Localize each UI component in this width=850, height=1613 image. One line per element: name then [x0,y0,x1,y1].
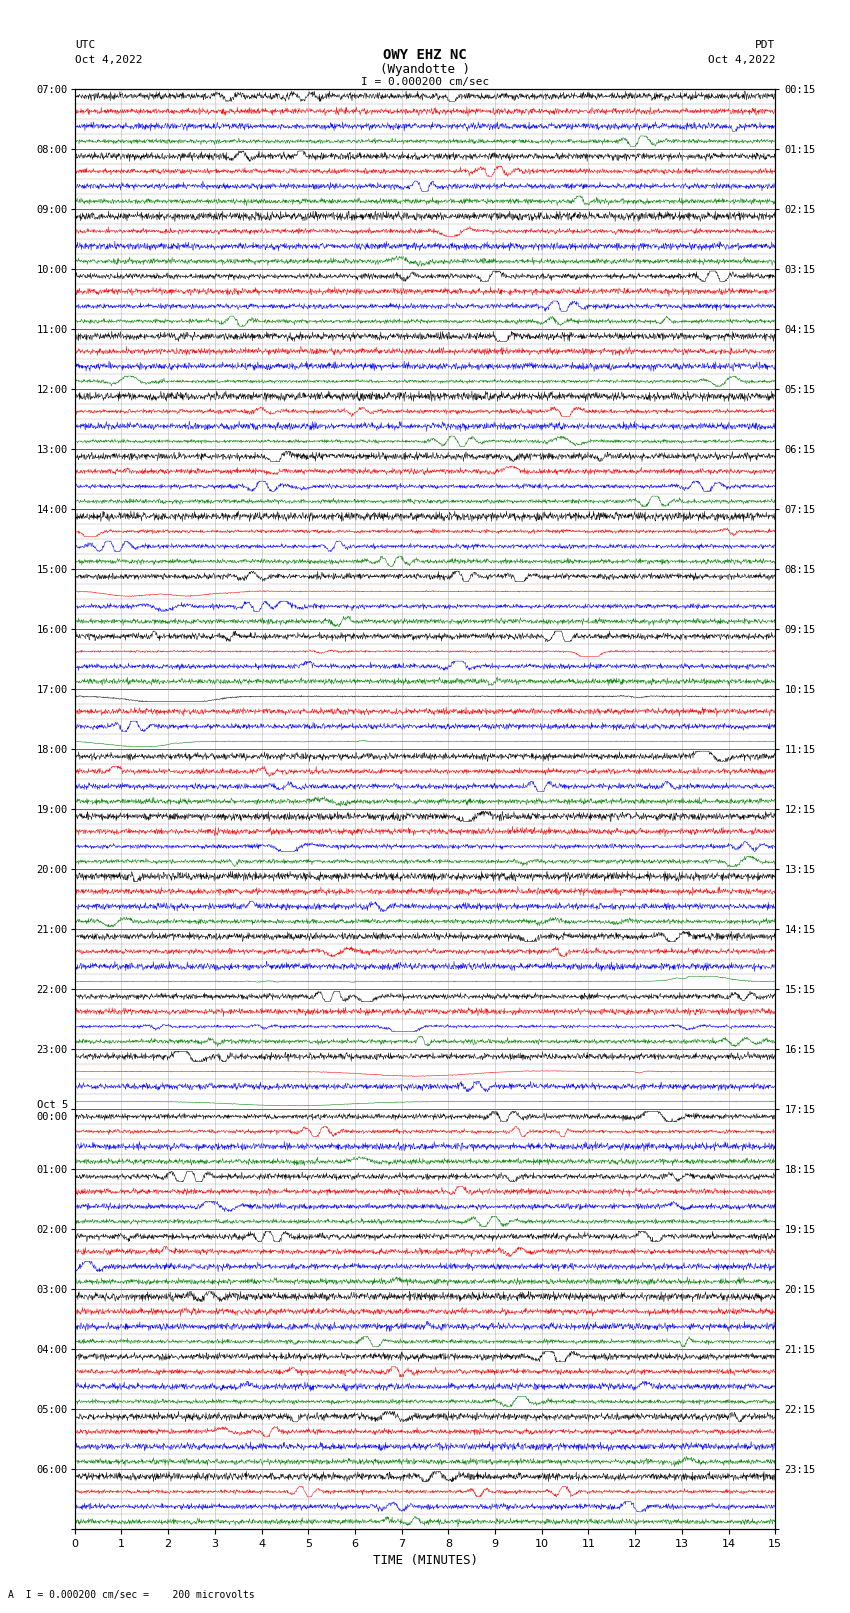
Text: UTC: UTC [75,40,95,50]
Text: Oct 4,2022: Oct 4,2022 [75,55,142,65]
X-axis label: TIME (MINUTES): TIME (MINUTES) [372,1555,478,1568]
Text: A  I = 0.000200 cm/sec =    200 microvolts: A I = 0.000200 cm/sec = 200 microvolts [8,1590,255,1600]
Text: I = 0.000200 cm/sec: I = 0.000200 cm/sec [361,77,489,87]
Text: OWY EHZ NC: OWY EHZ NC [383,48,467,63]
Text: (Wyandotte ): (Wyandotte ) [380,63,470,76]
Text: Oct 4,2022: Oct 4,2022 [708,55,775,65]
Text: PDT: PDT [755,40,775,50]
